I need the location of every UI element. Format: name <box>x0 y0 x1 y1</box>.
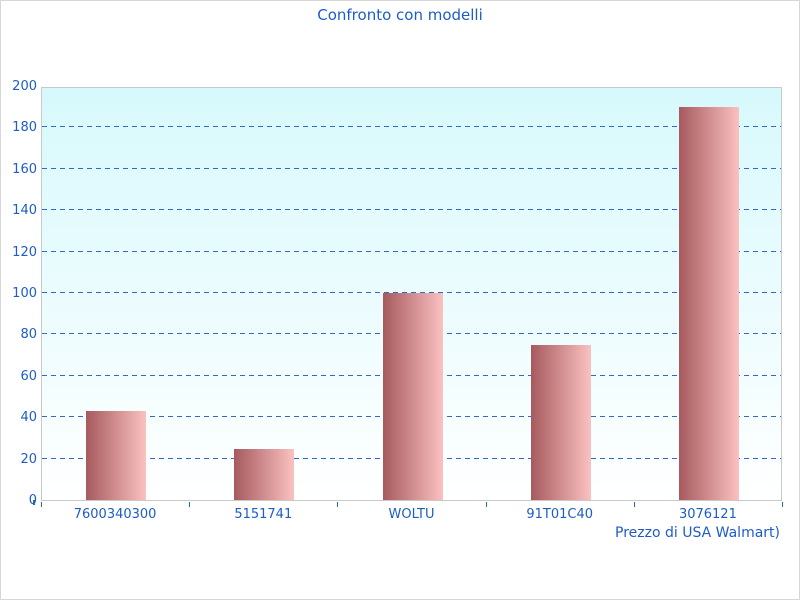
y-tick-label-40: 40 <box>20 410 37 426</box>
x-tick-label-WOLTU: WOLTU <box>388 507 435 522</box>
y-tick-label-20: 20 <box>20 451 37 467</box>
gridline-180 <box>42 126 781 128</box>
x-axis-boundary-tick-1 <box>189 502 191 507</box>
x-axis-boundary-tick-2 <box>337 502 339 507</box>
chart-title: Confronto con modelli <box>317 6 483 24</box>
bar-91T01C40 <box>530 344 591 500</box>
y-tick-label-140: 140 <box>12 203 37 219</box>
y-tick-label-180: 180 <box>12 120 37 136</box>
y-tick-label-120: 120 <box>12 244 37 260</box>
y-tick-label-0: 0 <box>1 493 37 509</box>
x-axis-boundary-tick-3 <box>485 502 487 507</box>
x-tick-label-7600340300: 7600340300 <box>73 507 157 522</box>
y-tick-label-100: 100 <box>12 286 37 301</box>
y-tick-label-200: 200 <box>12 79 37 94</box>
x-axis-boundary-tick-4 <box>633 502 635 507</box>
x-tick-label-91T01C40: 91T01C40 <box>526 507 594 522</box>
gridline-140 <box>42 209 781 211</box>
bar-3076121 <box>678 106 739 500</box>
bar-7600340300 <box>86 411 147 500</box>
y-tick-label-60: 60 <box>20 368 37 384</box>
x-axis-boundary-tick-0 <box>41 502 42 507</box>
x-axis-boundary-tick-5 <box>782 502 783 507</box>
gridline-120 <box>42 250 781 252</box>
gridline-160 <box>42 167 781 169</box>
bar-5151741 <box>234 449 295 500</box>
x-axis-labels: 7600340300 5151741 WOLTU 91T01C40 3076121 <box>41 507 782 525</box>
x-tick-label-3076121: 3076121 <box>678 507 737 522</box>
x-axis-title: Prezzo di USA Walmart) <box>615 525 780 541</box>
y-tick-label-80: 80 <box>20 327 37 343</box>
origin-tick <box>33 500 35 505</box>
y-tick-label-160: 160 <box>12 161 37 177</box>
bar-WOLTU <box>382 293 443 500</box>
x-tick-label-5151741: 5151741 <box>234 507 293 522</box>
gridline-100 <box>42 292 781 293</box>
plot-area <box>41 87 782 501</box>
